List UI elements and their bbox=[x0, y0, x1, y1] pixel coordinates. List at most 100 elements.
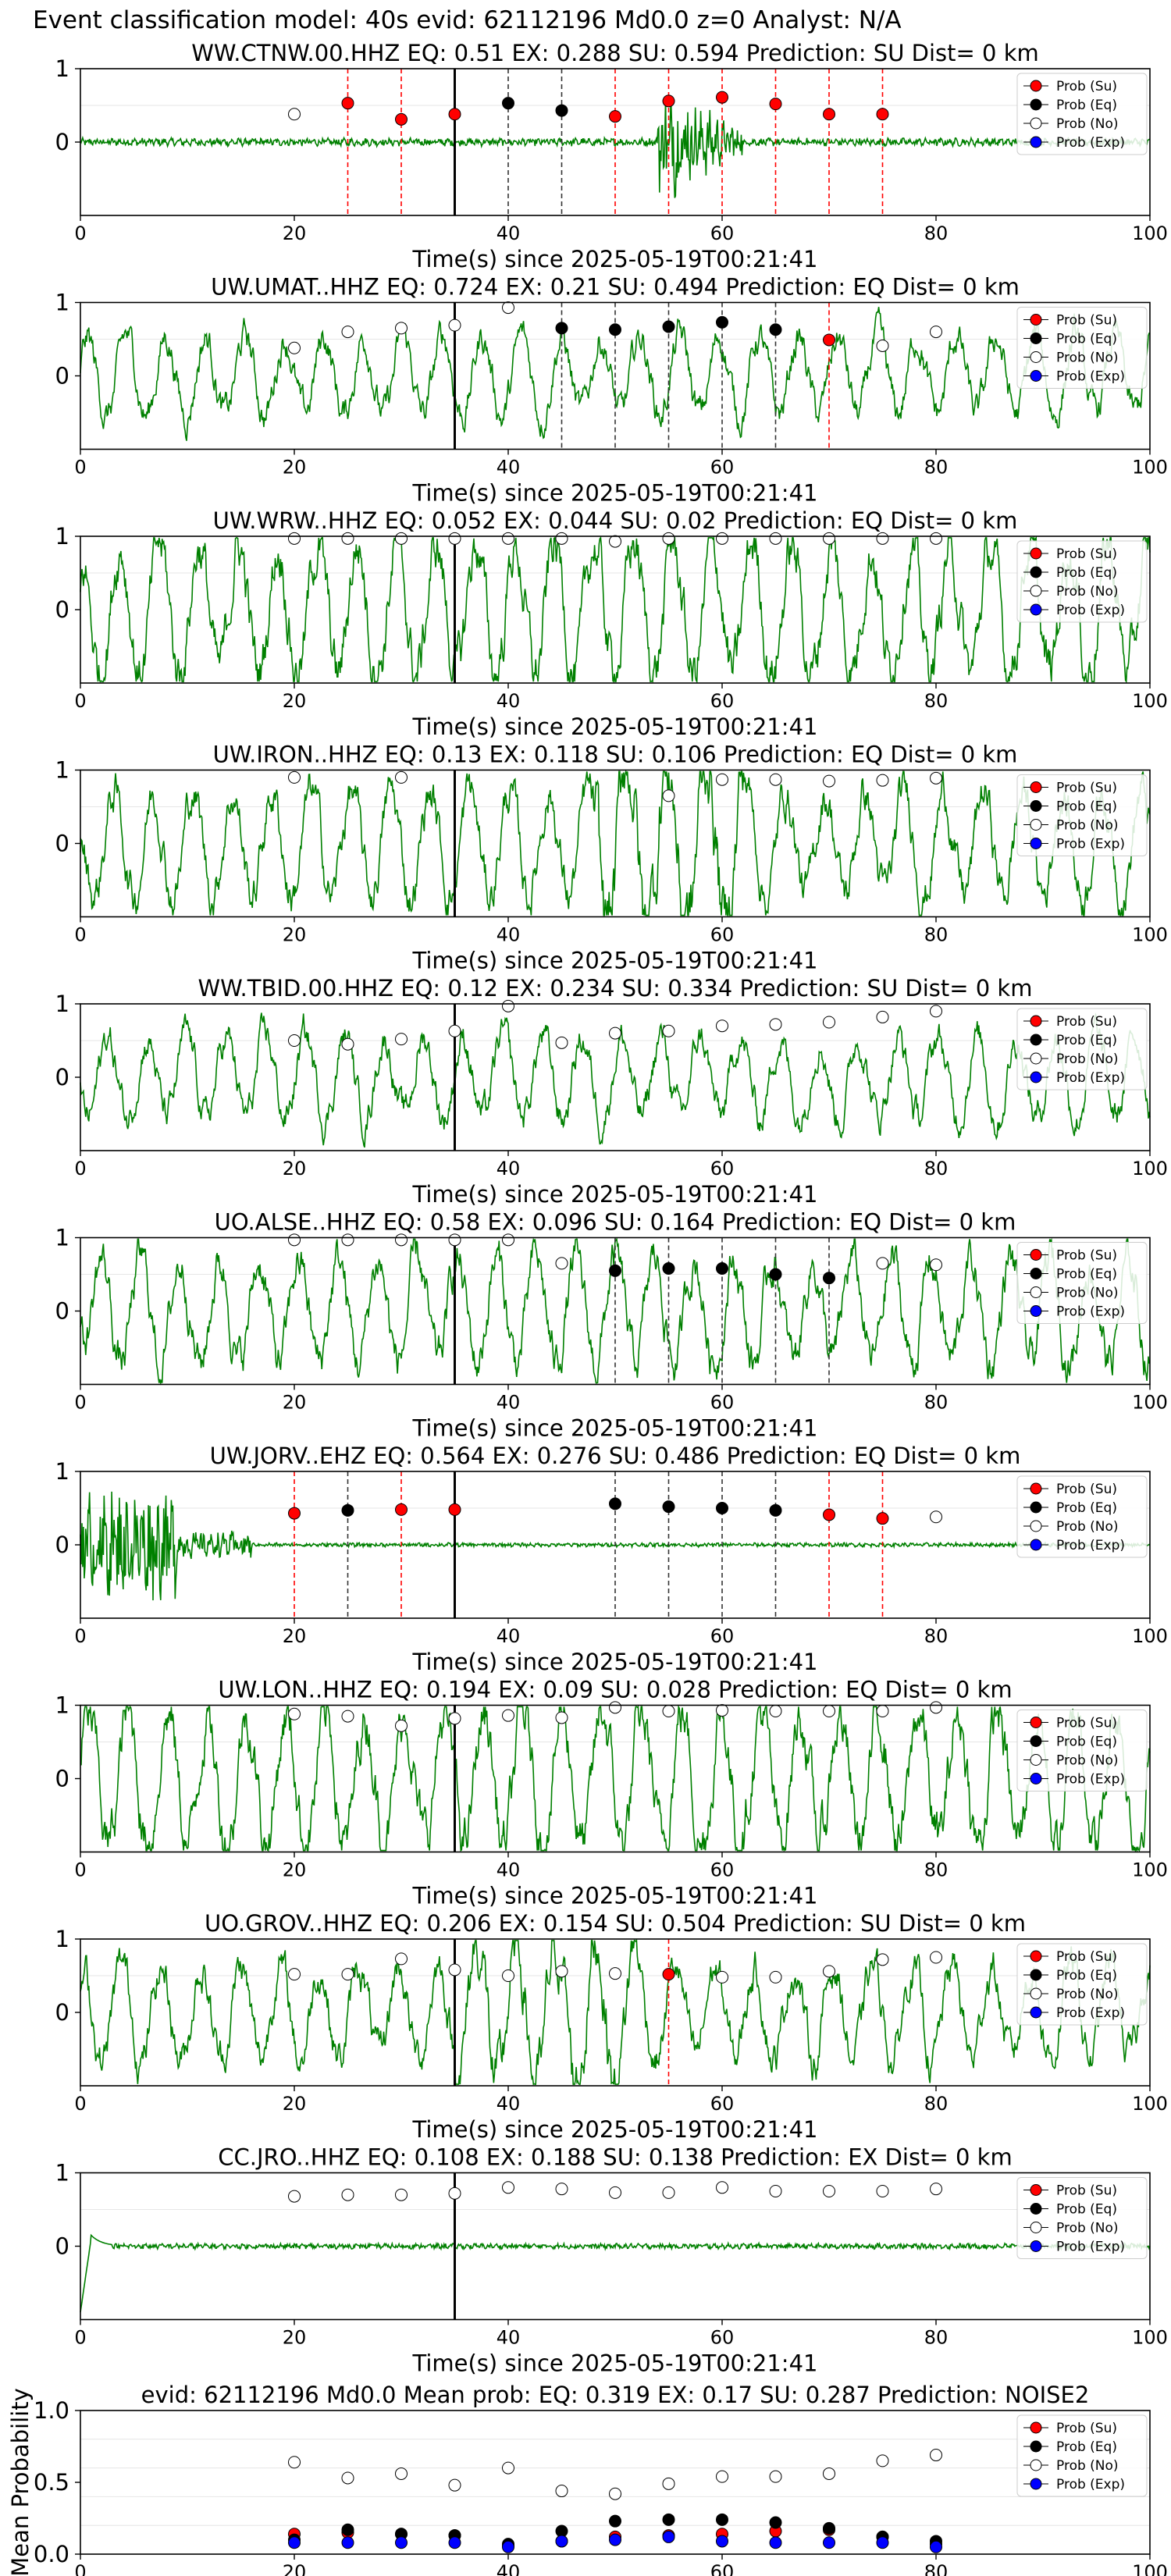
legend-label: Prob (Exp) bbox=[1056, 1538, 1125, 1553]
subplot-8: UW.LON..HHZ EQ: 0.194 EX: 0.09 SU: 0.028… bbox=[55, 1677, 1168, 1909]
legend-marker-eq bbox=[1030, 800, 1042, 812]
prob-marker-eq bbox=[502, 97, 514, 110]
subplot-title: CC.JRO..HHZ EQ: 0.108 EX: 0.188 SU: 0.13… bbox=[218, 2144, 1012, 2171]
prob-marker-eq bbox=[609, 1497, 621, 1510]
prob-marker-no bbox=[930, 1005, 942, 1018]
mean-prob-marker-no bbox=[716, 2470, 728, 2483]
y-tick-label: 1 bbox=[55, 2160, 69, 2186]
prob-marker-no bbox=[502, 532, 514, 545]
legend-marker-exp bbox=[1030, 1539, 1042, 1551]
prob-marker-no bbox=[288, 1968, 301, 1981]
prob-marker-no bbox=[448, 2186, 461, 2200]
prob-marker-su bbox=[876, 1512, 889, 1525]
prob-marker-no bbox=[341, 1968, 354, 1981]
legend-marker-exp bbox=[1030, 1773, 1042, 1784]
x-tick-label: 100 bbox=[1132, 690, 1168, 712]
legend-marker-no bbox=[1030, 1286, 1042, 1298]
legend-label: Prob (No) bbox=[1056, 1051, 1119, 1067]
legend-box bbox=[1016, 540, 1148, 623]
legend-box bbox=[1016, 307, 1148, 389]
x-tick-label: 40 bbox=[497, 1158, 521, 1179]
prob-marker-no bbox=[876, 1257, 889, 1270]
legend-label: Prob (Su) bbox=[1056, 1949, 1117, 1965]
prob-marker-no bbox=[395, 532, 408, 545]
prob-marker-no bbox=[395, 1033, 408, 1046]
legend-label: Prob (Exp) bbox=[1056, 1070, 1125, 1086]
mean-prob-marker-exp bbox=[609, 2533, 621, 2546]
prob-marker-no bbox=[823, 1965, 835, 1978]
prob-marker-su bbox=[876, 108, 889, 121]
legend-label: Prob (Su) bbox=[1056, 781, 1117, 796]
prob-marker-no bbox=[823, 1016, 835, 1029]
legend-marker-eq bbox=[1030, 1501, 1042, 1514]
waveform-trace bbox=[80, 535, 1151, 684]
x-axis-label: Time(s) since 2025-05-19T00:21:41 bbox=[412, 1649, 818, 1675]
prob-marker-no bbox=[502, 301, 514, 315]
legend-marker-eq bbox=[1030, 333, 1042, 344]
legend-box bbox=[1016, 73, 1148, 155]
prob-marker-no bbox=[769, 1970, 782, 1984]
prob-marker-no bbox=[769, 1018, 782, 1031]
legend: Prob (Su) Prob (Eq) Prob (No) Prob (Exp) bbox=[1016, 2414, 1148, 2497]
subplot-10: CC.JRO..HHZ EQ: 0.108 EX: 0.188 SU: 0.13… bbox=[55, 2144, 1168, 2377]
legend-label: Prob (Su) bbox=[1056, 79, 1117, 94]
prob-marker-no bbox=[662, 789, 675, 802]
x-tick-label: 60 bbox=[710, 457, 735, 479]
x-tick-label: 100 bbox=[1132, 2327, 1168, 2349]
legend-marker-su bbox=[1030, 1482, 1042, 1495]
legend-marker-exp bbox=[1030, 2006, 1042, 2019]
x-tick-label: 0 bbox=[74, 1158, 86, 1179]
legend-marker-eq bbox=[1030, 1268, 1042, 1279]
legend-label: Prob (Exp) bbox=[1056, 603, 1125, 618]
prob-marker-su bbox=[823, 108, 835, 121]
legend-label: Prob (Eq) bbox=[1056, 2439, 1117, 2455]
prob-marker-no bbox=[716, 532, 728, 545]
legend-label: Prob (Su) bbox=[1056, 313, 1117, 329]
y-tick-label: 0 bbox=[55, 2233, 69, 2260]
subplot-title: UW.JORV..EHZ EQ: 0.564 EX: 0.276 SU: 0.4… bbox=[210, 1443, 1021, 1469]
y-tick-label: 1 bbox=[55, 290, 69, 316]
x-tick-label: 0 bbox=[74, 690, 86, 712]
prob-marker-no bbox=[609, 1701, 621, 1714]
x-tick-label: 20 bbox=[283, 2561, 307, 2576]
x-tick-label: 20 bbox=[283, 2327, 307, 2349]
prob-marker-no bbox=[930, 1510, 942, 1524]
mean-prob-marker-eq bbox=[341, 2523, 354, 2536]
x-tick-label: 40 bbox=[497, 222, 521, 244]
x-tick-label: 20 bbox=[283, 690, 307, 712]
legend-marker-exp bbox=[1030, 838, 1042, 849]
legend-label: Prob (Eq) bbox=[1056, 1735, 1117, 1750]
legend: Prob (Su) Prob (Eq) Prob (No) Prob (Exp) bbox=[1016, 540, 1148, 623]
x-tick-label: 80 bbox=[924, 924, 949, 946]
prob-marker-no bbox=[930, 326, 942, 339]
legend-label: Prob (Exp) bbox=[1056, 1304, 1125, 1320]
legend-marker-exp bbox=[1030, 2478, 1042, 2490]
mean-prob-marker-eq bbox=[716, 2513, 728, 2526]
legend-marker-no bbox=[1030, 1754, 1042, 1766]
y-tick-label: 1 bbox=[55, 523, 69, 550]
mean-prob-marker-eq bbox=[769, 2516, 782, 2529]
legend-label: Prob (Su) bbox=[1056, 1014, 1117, 1030]
x-tick-label: 100 bbox=[1132, 222, 1168, 244]
legend-label: Prob (Su) bbox=[1056, 1482, 1117, 1497]
y-tick-label: 1 bbox=[55, 1458, 69, 1485]
legend: Prob (Su) Prob (Eq) Prob (No) Prob (Exp) bbox=[1016, 1943, 1148, 2026]
prob-marker-su bbox=[448, 108, 461, 121]
prob-marker-no bbox=[930, 1951, 942, 1964]
x-tick-label: 20 bbox=[283, 1625, 307, 1647]
x-tick-label: 60 bbox=[710, 690, 735, 712]
prob-marker-eq bbox=[662, 1261, 675, 1275]
x-tick-label: 80 bbox=[924, 690, 949, 712]
subplot-6: UO.ALSE..HHZ EQ: 0.58 EX: 0.096 SU: 0.16… bbox=[55, 1209, 1168, 1442]
y-tick-label: 0 bbox=[55, 1532, 69, 1558]
x-tick-label: 60 bbox=[710, 1158, 735, 1179]
legend-marker-no bbox=[1030, 819, 1042, 831]
y-axis-label: Mean Probability bbox=[7, 2388, 34, 2576]
prob-marker-no bbox=[930, 532, 942, 545]
x-tick-label: 0 bbox=[74, 1859, 86, 1881]
legend-label: Prob (Eq) bbox=[1056, 1033, 1117, 1048]
y-tick-label: 0 bbox=[55, 1064, 69, 1091]
prob-marker-no bbox=[876, 339, 889, 352]
y-tick-label: 1 bbox=[55, 1692, 69, 1719]
legend-label: Prob (No) bbox=[1056, 1987, 1119, 2002]
